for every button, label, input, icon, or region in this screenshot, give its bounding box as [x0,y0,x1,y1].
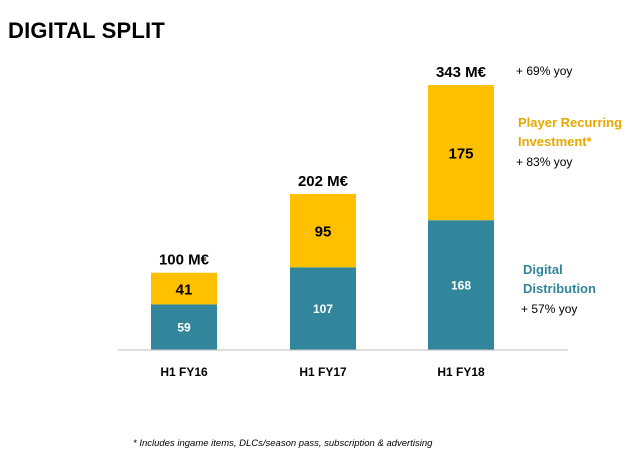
data-label-digital-2: 107 [313,302,333,316]
bar-digital-distribution-3 [428,220,494,350]
data-label-recurring-1: 41 [176,282,193,299]
legend-player-recurring-line-2: Investment* [518,134,593,149]
data-label-digital-1: 59 [177,321,191,335]
x-tick-label-2: H1 FY17 [299,365,347,379]
legend-player-recurring-line-1: Player Recurring [518,115,622,130]
total-label-1: 100 M€ [159,252,210,269]
bar-player-recurring-2 [290,193,356,268]
legend-player-recurring-growth: + 83% yoy [516,155,572,169]
bar-player-recurring-1 [151,272,217,305]
footnote: * Includes ingame items, DLCs/season pas… [133,438,433,449]
x-tick-label-3: H1 FY18 [437,365,485,379]
bar-digital-distribution-2 [290,267,356,350]
data-label-digital-3: 168 [451,279,471,293]
legend-digital-distribution-line-1: Digital [523,262,563,277]
bar-player-recurring-3 [428,85,494,221]
page-title: DIGITAL SPLIT [8,18,166,43]
x-tick-label-1: H1 FY16 [160,365,208,379]
total-label-2: 202 M€ [298,173,349,190]
bar-digital-distribution-1 [151,304,217,350]
total-label-3: 343 M€ [436,64,487,81]
data-label-recurring-3: 175 [448,146,473,163]
legend-digital-distribution-growth: + 57% yoy [521,302,577,316]
legend-digital-distribution-line-2: Distribution [523,281,596,296]
data-label-recurring-2: 95 [315,224,332,241]
total-growth-label: + 69% yoy [516,64,572,78]
